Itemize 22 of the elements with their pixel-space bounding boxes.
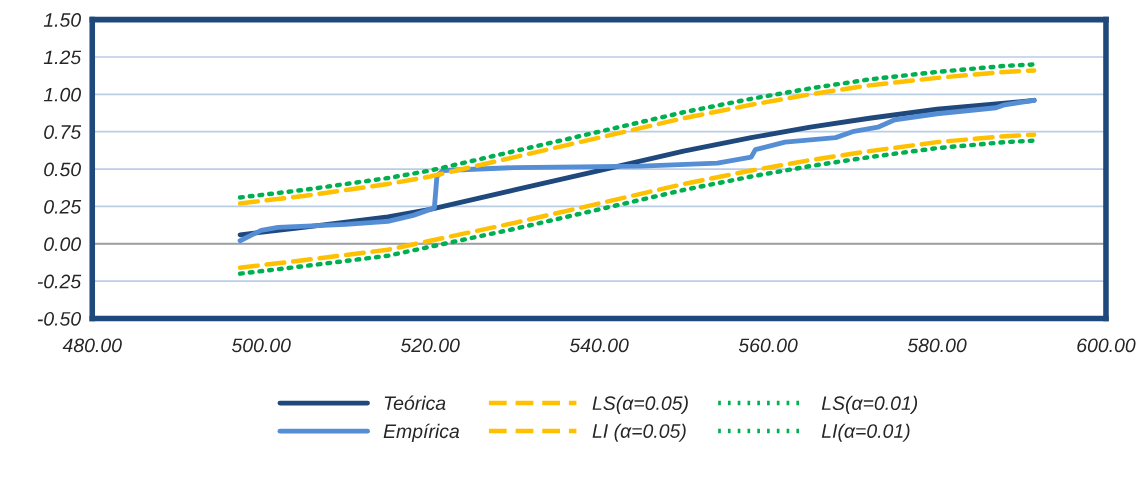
y-tick-label: -0.25 xyxy=(37,274,82,289)
y-tick-label: 0.25 xyxy=(44,199,82,214)
legend-label: Teórica xyxy=(384,395,446,411)
legend-label: LI(α=0.01) xyxy=(821,423,910,442)
x-tick-label: 580.00 xyxy=(907,338,967,353)
legend-label: LS(α=0.01) xyxy=(821,395,918,414)
y-tick-label: 1.00 xyxy=(43,87,81,102)
x-tick-label: 520.00 xyxy=(400,338,460,353)
y-tick-label: 0.75 xyxy=(44,125,82,139)
legend-label: LI (α=0.05) xyxy=(592,423,686,442)
x-tick-label: 500.00 xyxy=(231,338,291,353)
y-tick-label: 1.50 xyxy=(43,13,81,27)
x-tick-label: 560.00 xyxy=(738,338,798,353)
y-tick-label: -0.50 xyxy=(37,311,81,326)
y-tick-label: 1.25 xyxy=(43,50,82,65)
x-tick-label: 600.00 xyxy=(1077,338,1136,353)
y-tick-label: 0.50 xyxy=(44,162,81,177)
x-tick-label: 480.00 xyxy=(62,338,122,353)
legend-label: Empírica xyxy=(383,423,460,442)
legend-label: LS(α=0.05) xyxy=(592,395,688,414)
x-tick-label: 540.00 xyxy=(569,338,629,353)
y-tick-label: 0.00 xyxy=(44,237,81,252)
